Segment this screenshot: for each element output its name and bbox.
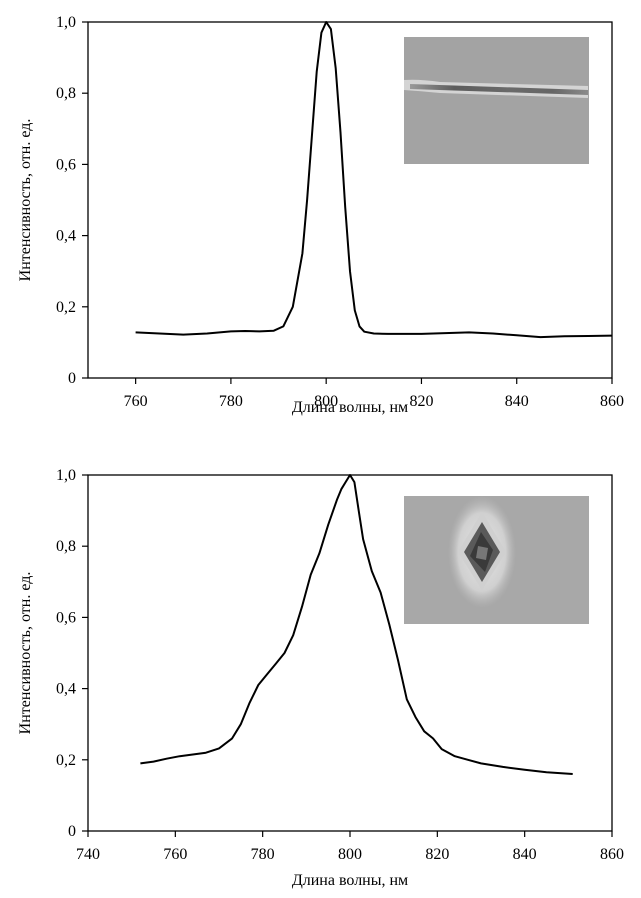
chart-2-x-tick-label: 780 bbox=[251, 846, 275, 863]
chart-2-x-tick-label: 760 bbox=[163, 846, 187, 863]
chart-1-x-tick-label: 820 bbox=[409, 393, 433, 410]
chart-1-y-tick-label: 0,6 bbox=[56, 156, 76, 173]
chart-1-y-tick-label: 0 bbox=[68, 370, 76, 387]
chart-2-y-tick-label: 0,6 bbox=[56, 609, 76, 626]
chart-1-y-axis-label: Интенсивность, отн. ед. bbox=[17, 119, 34, 282]
chart-2: 740 760 780 800 820 840 860 0 0,2 0,4 0,6 0,8 1,0 Дл… bbox=[17, 467, 624, 889]
chart-2-y-tick-label: 0,4 bbox=[56, 681, 76, 698]
chart-2-x-tick-label: 840 bbox=[513, 846, 537, 863]
chart-1-x-tick-label: 780 bbox=[219, 393, 243, 410]
chart-2-x-tick-label: 820 bbox=[425, 846, 449, 863]
chart-2-series-line bbox=[140, 474, 573, 775]
chart-2-x-tick-label: 800 bbox=[338, 846, 362, 863]
chart-1-x-axis-label: Длина волны, нм bbox=[292, 399, 408, 416]
chart-1-plot-area bbox=[87, 21, 613, 379]
chart-2-y-tick-label: 0,8 bbox=[56, 538, 76, 555]
chart-2-x-tick-label: 860 bbox=[600, 846, 624, 863]
chart-2-x-axis-label: Длина волны, нм bbox=[292, 872, 408, 889]
chart-1-x-tick-label: 760 bbox=[124, 393, 148, 410]
chart-1-y-tick-label: 0,4 bbox=[56, 228, 76, 245]
chart-1-y-tick-label: 1,0 bbox=[56, 14, 76, 31]
chart-2-y-tick-label: 0,2 bbox=[56, 752, 76, 769]
chart-2-inset-image bbox=[404, 496, 589, 624]
chart-1: 760 780 800 820 840 860 0 0,2 0,4 0,6 0,8 1,0 Длина… bbox=[17, 14, 624, 416]
chart-1-y-tick-label: 0,8 bbox=[56, 85, 76, 102]
chart-2-y-tick-label: 1,0 bbox=[56, 467, 76, 484]
chart-1-x-tick-label: 840 bbox=[505, 393, 529, 410]
chart-2-y-axis-label: Интенсивность, отн. ед. bbox=[17, 572, 34, 735]
chart-2-x-tick-label: 740 bbox=[76, 846, 100, 863]
chart-1-inset-image bbox=[404, 37, 589, 164]
chart-1-y-tick-label: 0,2 bbox=[56, 299, 76, 316]
chart-1-x-tick-label: 860 bbox=[600, 393, 624, 410]
chart-2-y-tick-label: 0 bbox=[68, 823, 76, 840]
chart-1-series-line bbox=[135, 21, 613, 339]
chart-1-x-tick-label: 800 bbox=[314, 393, 338, 410]
